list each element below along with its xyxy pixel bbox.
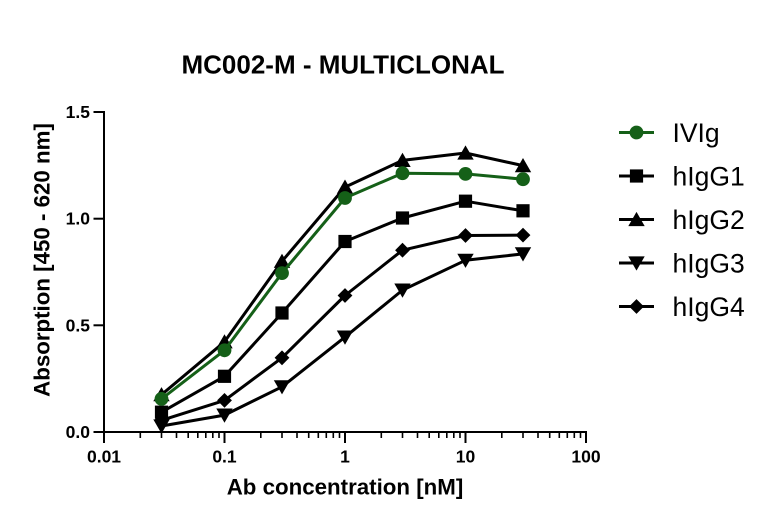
svg-text:hIgG2: hIgG2: [673, 205, 745, 235]
svg-text:Ab concentration [nM]: Ab concentration [nM]: [227, 475, 464, 500]
svg-text:100: 100: [571, 447, 600, 467]
svg-text:1: 1: [340, 447, 350, 467]
svg-text:1.0: 1.0: [66, 209, 91, 229]
svg-text:IVIg: IVIg: [673, 118, 720, 148]
svg-text:Absorption [450 - 620 nm]: Absorption [450 - 620 nm]: [30, 123, 55, 397]
svg-text:hIgG3: hIgG3: [673, 248, 745, 278]
svg-text:1.5: 1.5: [66, 102, 91, 122]
svg-text:hIgG4: hIgG4: [673, 292, 745, 322]
svg-text:10: 10: [456, 447, 476, 467]
svg-text:0.0: 0.0: [66, 422, 91, 442]
svg-text:MC002-M - MULTICLONAL: MC002-M - MULTICLONAL: [181, 50, 504, 80]
svg-text:0.5: 0.5: [66, 315, 91, 335]
svg-text:0.1: 0.1: [212, 447, 237, 467]
svg-text:0.01: 0.01: [87, 447, 121, 467]
svg-text:hIgG1: hIgG1: [673, 161, 745, 191]
